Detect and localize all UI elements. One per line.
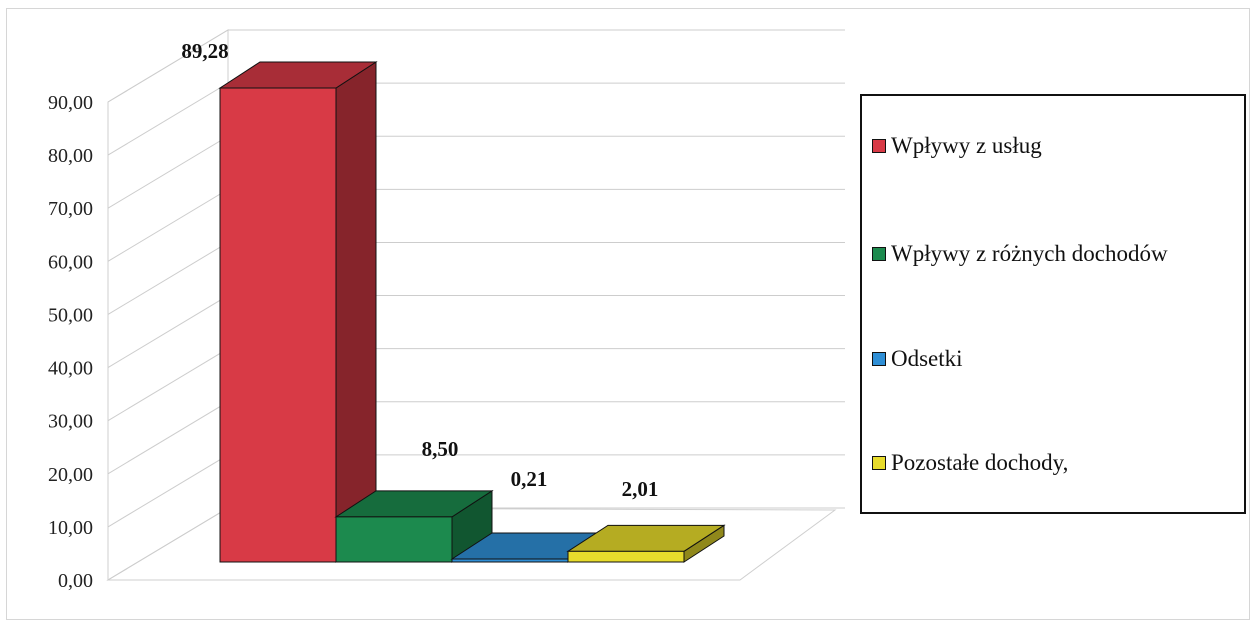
gridline-9 — [107, 29, 845, 103]
bar-1-front — [335, 516, 453, 563]
bar-3-front — [567, 550, 685, 563]
legend-swatch-1 — [872, 247, 886, 261]
legend-label-1: Wpływy z różnych dochodów — [891, 241, 1168, 266]
y-tick-label-9: 90,00 — [48, 92, 93, 114]
bar-0-front — [219, 87, 337, 563]
y-tick-label-8: 80,00 — [48, 145, 93, 167]
bars — [218, 61, 726, 563]
y-tick-label-3: 30,00 — [48, 411, 93, 433]
y-tick-label-0: 0,00 — [58, 570, 93, 592]
data-label-3: 2,01 — [622, 477, 659, 501]
legend-swatch-2 — [872, 352, 886, 366]
bar-1 — [334, 489, 494, 563]
bar-0 — [218, 61, 378, 563]
legend-item-0: Wpływy z usług — [872, 133, 1042, 159]
y-tick-label-7: 70,00 — [48, 198, 93, 220]
data-label-2: 0,21 — [511, 467, 548, 491]
y-tick-label-5: 50,00 — [48, 304, 93, 326]
legend-swatch-0 — [872, 139, 886, 153]
data-label-0: 89,28 — [181, 39, 228, 63]
y-tick-label-1: 10,00 — [48, 517, 93, 539]
legend-label-2: Odsetki — [891, 346, 963, 371]
legend-label-0: Wpływy z usług — [891, 133, 1042, 158]
y-tick-label-4: 40,00 — [48, 358, 93, 380]
legend-item-2: Odsetki — [872, 346, 963, 372]
legend-item-1: Wpływy z różnych dochodów — [872, 241, 1168, 267]
bar-3 — [566, 524, 726, 563]
data-labels: 89,28 8,50 0,21 2,01 — [181, 39, 658, 501]
y-tick-label-6: 60,00 — [48, 251, 93, 273]
bar-2-front — [451, 558, 569, 563]
legend-swatch-3 — [872, 456, 886, 470]
bar-0-side — [335, 61, 377, 563]
side-wall — [107, 29, 229, 581]
data-label-1: 8,50 — [422, 437, 459, 461]
legend-item-3: Pozostałe dochody, — [872, 450, 1068, 476]
y-axis-tick-labels: 0,00 10,00 20,00 30,00 40,00 50,00 60,00 70,00 8… — [48, 92, 93, 592]
legend: Wpływy z usług Wpływy z różnych dochodów… — [860, 94, 1246, 514]
legend-label-3: Pozostałe dochody, — [891, 450, 1069, 475]
y-tick-label-2: 20,00 — [48, 464, 93, 486]
